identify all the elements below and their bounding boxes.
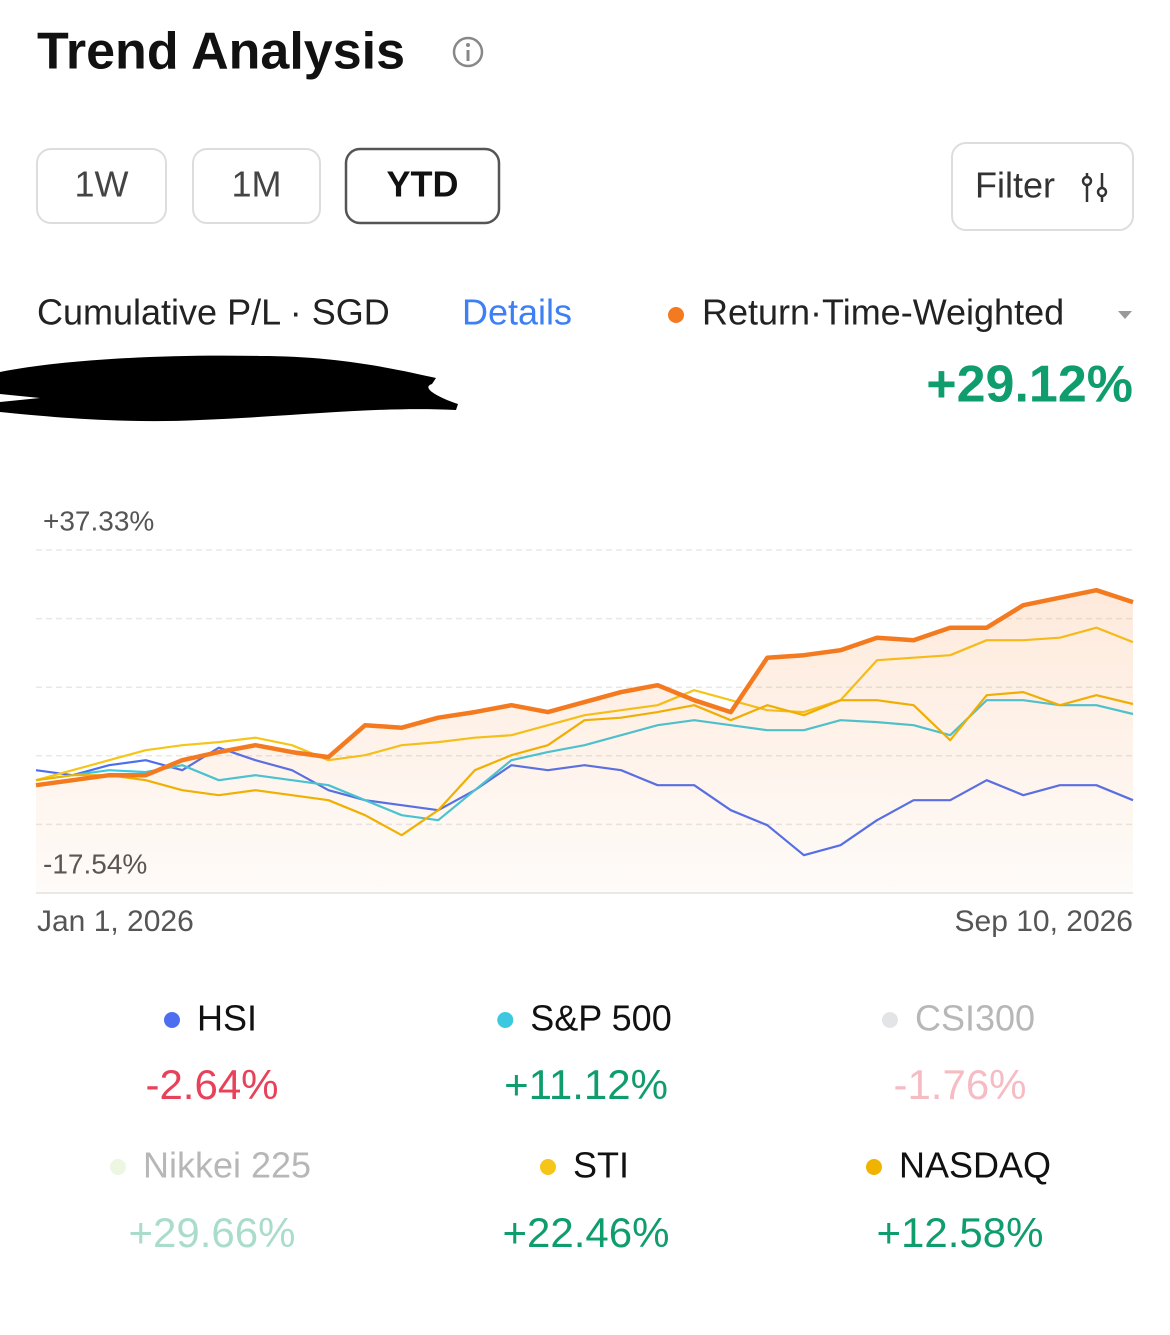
tab-box [36, 148, 167, 224]
legend-name: STI [573, 1145, 629, 1186]
y-tick-label: +37.33% [43, 505, 154, 536]
legend-name: CSI300 [915, 998, 1035, 1039]
legend-item[interactable]: Nikkei 225 +29.66% [109, 1145, 311, 1257]
legend-item[interactable]: STI +22.46% [503, 1145, 670, 1257]
redaction [0, 355, 458, 422]
legend-item[interactable]: S&P 500 +11.12% [497, 998, 672, 1109]
legend-dot [539, 1159, 556, 1175]
legend-name: HSI [197, 998, 257, 1039]
return-mode[interactable]: Return·Time-Weighted [702, 292, 1064, 333]
legend-name: S&P 500 [530, 998, 671, 1039]
period-tabs: 1W 1M YTD [36, 147, 501, 225]
legend-dot [497, 1012, 514, 1028]
summary-label: Cumulative P/L · SGD [37, 292, 390, 333]
legend-dot [163, 1012, 180, 1028]
period-tab[interactable]: YTD [344, 147, 501, 225]
tab-box [192, 148, 321, 224]
legend-item[interactable]: CSI300 -1.76% [881, 998, 1035, 1109]
legend-return: -2.64% [145, 1061, 278, 1108]
return-dot [668, 307, 684, 323]
x-tick-label: Sep 10, 2026 [955, 905, 1134, 938]
legend-name: NASDAQ [899, 1145, 1051, 1186]
legend-return: +11.12% [504, 1061, 668, 1108]
legend-return: +22.46% [503, 1209, 670, 1256]
x-tick-label: Jan 1, 2026 [37, 905, 194, 938]
legend-item[interactable]: HSI -2.64% [145, 998, 278, 1109]
tab-label: YTD [387, 164, 459, 205]
legend-dot [881, 1012, 898, 1028]
dropdown-caret [1118, 311, 1132, 319]
area-fill [36, 590, 1133, 893]
title: Trend Analysis [37, 23, 405, 81]
filter-icon [1081, 173, 1108, 202]
return-value: +29.12% [926, 356, 1133, 414]
period-tab[interactable]: 1W [36, 148, 167, 224]
legend: HSI -2.64% S&P 500 +11.12% CSI300 -1.76% Nikke… [109, 998, 1051, 1257]
period-tab[interactable]: 1M [192, 148, 321, 224]
details-link[interactable]: Details [462, 292, 572, 333]
legend-name: Nikkei 225 [143, 1145, 311, 1186]
line [35, 587, 1134, 788]
info-dot [466, 43, 470, 47]
info-circle [452, 36, 484, 68]
filter-box [951, 142, 1134, 231]
legend-return: +12.58% [877, 1209, 1044, 1256]
filter-button[interactable]: Filter [951, 142, 1134, 231]
tab-label: 1M [231, 164, 281, 205]
tab-box [344, 147, 501, 225]
legend-item[interactable]: NASDAQ +12.58% [865, 1145, 1051, 1257]
tab-label: 1W [75, 164, 129, 205]
legend-return: +29.66% [129, 1209, 296, 1256]
filter-label: Filter [975, 165, 1055, 206]
legend-dot [865, 1159, 882, 1175]
legend-dot [109, 1159, 126, 1175]
info-icon[interactable] [452, 36, 484, 68]
legend-return: -1.76% [893, 1061, 1026, 1108]
